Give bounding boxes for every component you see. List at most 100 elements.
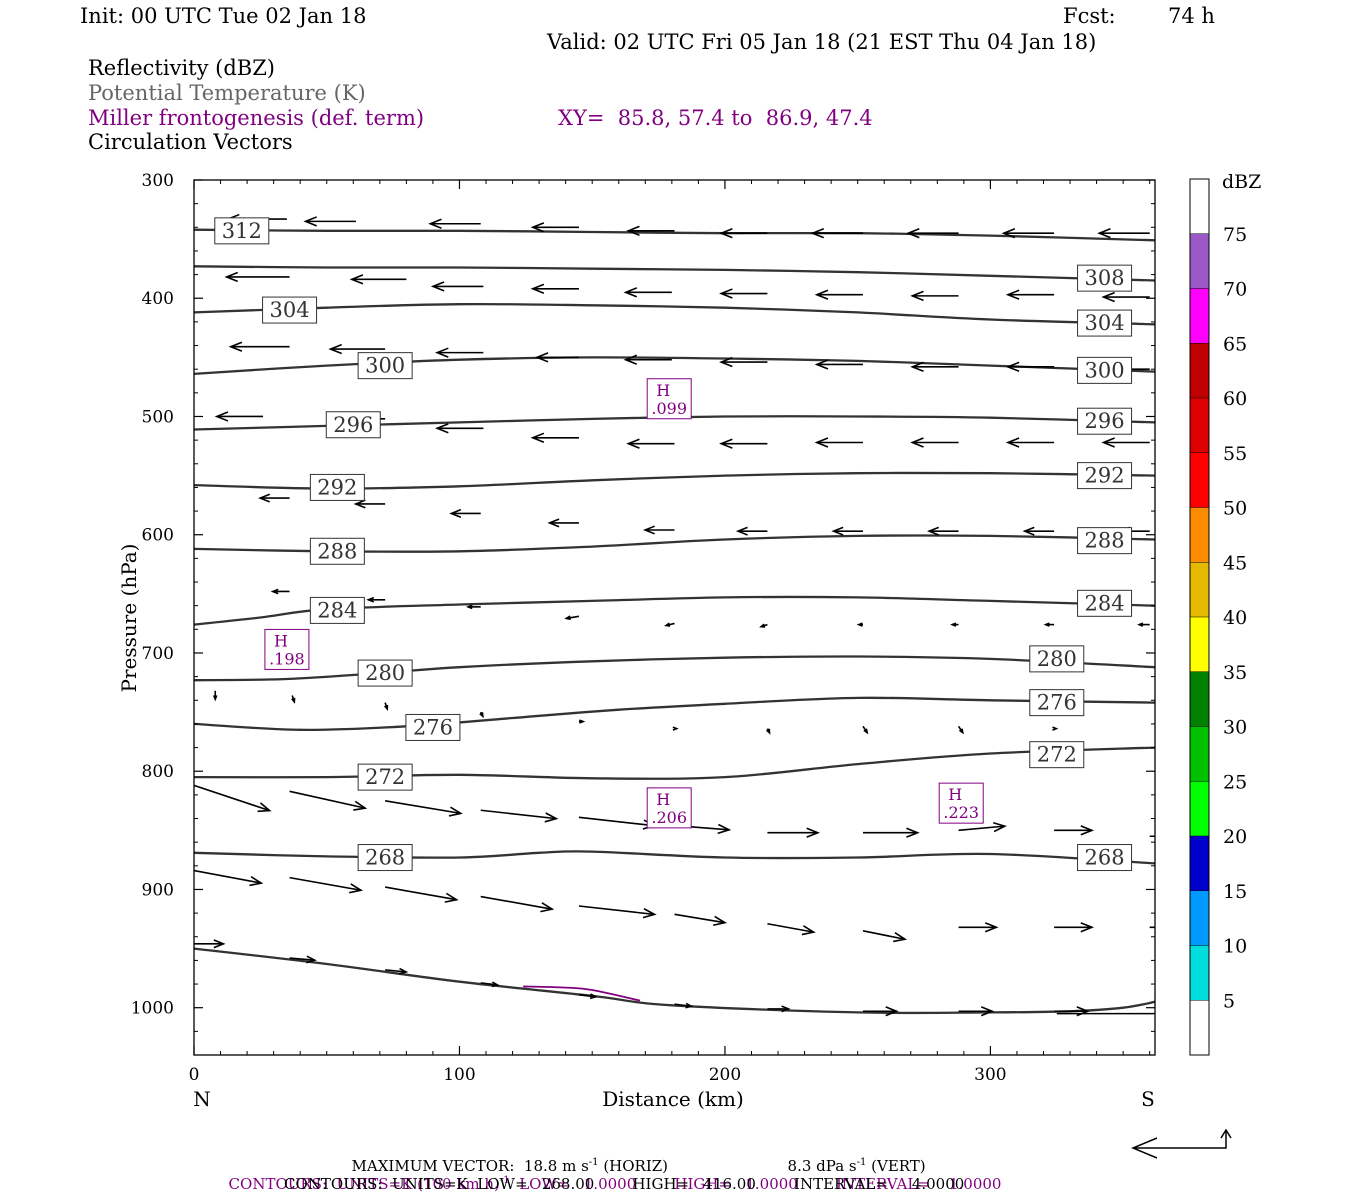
fronto-contour-values: LOW= 1.0000 HIGH= 1.0000 INTERVAL= 1.000… [519,1175,1002,1193]
vector-head [719,228,733,239]
colorbar-swatch [1190,617,1209,672]
circulation-vector [831,526,863,536]
theta-label-box [1029,689,1085,717]
circulation-vector [384,702,389,711]
vector-head [547,518,560,528]
vector-head [366,596,375,603]
theta-label: 304 [270,298,310,322]
vector-head [735,526,748,536]
vector-head [544,812,559,823]
vector-head [530,432,545,443]
vector-head [814,289,829,300]
colorbar-level-label: 25 [1223,771,1247,793]
vector-head [1001,228,1016,239]
theta-label-box [405,713,461,741]
vector-head [984,922,999,933]
circulation-vector [626,225,675,237]
circulation-vector [194,869,264,887]
theta-label: 280 [365,661,405,685]
circulation-vector [810,228,863,239]
frontogenesis-max-value: .099 [651,399,687,418]
circulation-vector [626,438,675,449]
circulation-vector [1137,622,1150,627]
theta-label-box [357,844,413,872]
vector-shaft [385,969,407,973]
vector-head [993,821,1007,833]
colorbar-level-label: 55 [1223,443,1247,465]
vector-head [291,697,296,704]
theta-label: 304 [1085,311,1125,335]
colorbar-level-label: 20 [1223,826,1247,848]
vector-head [950,622,957,627]
circulation-vector [480,809,559,823]
vector-head [491,981,500,988]
y-tick-label: 300 [142,171,174,191]
y-tick-label: 700 [142,644,174,664]
circulation-vector [1054,1006,1090,1017]
vector-head [249,876,264,887]
vector-shaft [480,809,557,820]
circulation-vector [1149,832,1180,840]
vector-shaft [289,957,315,961]
y-axis-title: Pressure (hPa) [117,544,141,693]
theta-label-box [214,217,270,245]
vector-head [1170,832,1180,840]
circulation-vector [258,493,290,503]
vector-head [719,356,733,368]
vector-head [806,827,820,838]
vector-head [540,902,555,913]
circulation-vector [957,725,964,735]
init-time: Init: 00 UTC Tue 02 Jan 18 [80,4,367,28]
vector-head [589,993,598,1000]
theta-label: 276 [1037,691,1077,715]
theta-label-box [357,352,413,380]
circulation-vector [1005,289,1055,300]
colorbar-level-label: 50 [1223,498,1247,520]
circulation-vector [289,790,368,811]
theta-label-box [357,763,413,791]
frontogenesis-max-box [646,378,692,420]
circulation-vector [366,596,386,603]
circulation-vector [480,895,555,913]
vector-shaft [194,869,262,884]
circulation-vector [1043,622,1055,627]
footer-max-vector-vertical: 8.3 dPa s-1 (VERT) [778,1139,926,1175]
vector-head [353,800,368,811]
circulation-vector [814,437,863,448]
circulation-vector [289,955,317,964]
vector-head [270,588,279,595]
vector-head [959,728,964,735]
colorbar-level-label: 65 [1223,333,1247,355]
max-vector-vertical: 8.3 dPa s [787,1157,857,1175]
vector-shaft [578,816,655,827]
vector-head [1005,361,1020,373]
vector-head [719,288,733,299]
vector-shaft [767,922,814,933]
vector-head [1043,622,1050,627]
circulation-vector [1054,825,1095,836]
circulation-vector [228,341,290,352]
circulation-vector [719,438,768,449]
north-label: N [193,1087,211,1111]
colorbar-swatch [1190,836,1209,891]
colorbar-swatch [1190,671,1209,727]
theta-label-box [1077,356,1133,384]
vector-head [384,704,389,711]
y-tick-label: 600 [142,526,174,546]
circulation-vector [428,218,481,229]
circulation-vector [1054,922,1095,933]
vector-head [1022,526,1035,536]
theta-label-box [1077,589,1133,617]
theta-label: 296 [1085,409,1125,433]
circulation-vector [435,423,484,434]
circulation-vector [384,886,459,903]
vector-head [224,271,239,283]
theta-contour-264 [194,947,1155,1015]
vector-head [1101,437,1115,448]
theta-label-box [1077,844,1133,872]
colorbar-level-label: 35 [1223,662,1247,684]
vector-head [885,1006,899,1017]
vector-head [664,622,671,627]
theta-label-box [1029,741,1085,769]
circulation-vector [759,623,768,628]
